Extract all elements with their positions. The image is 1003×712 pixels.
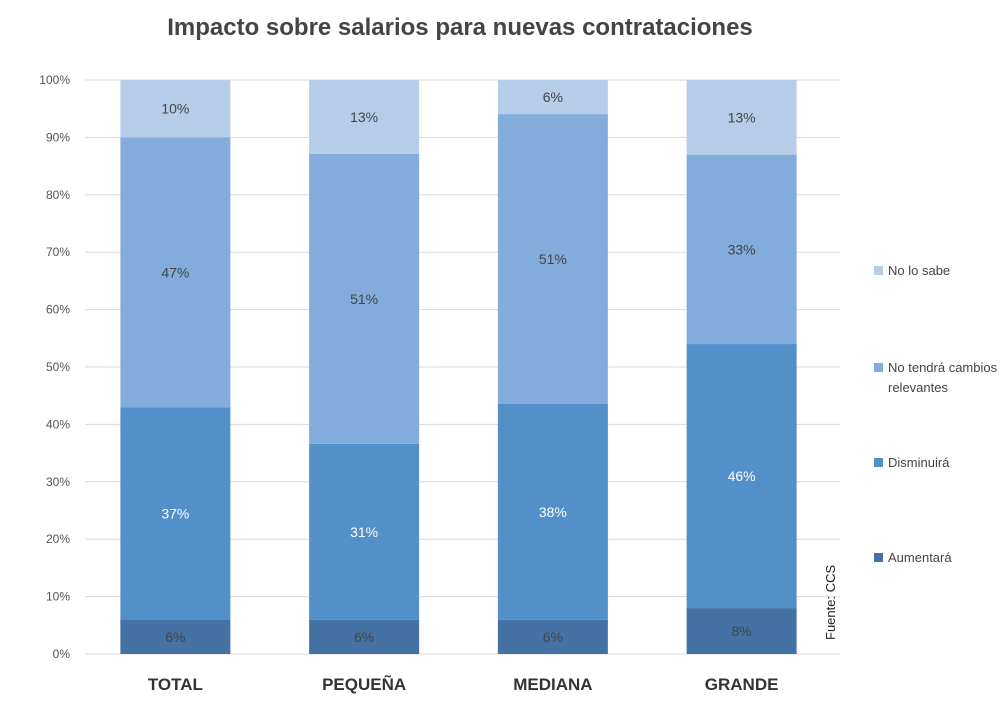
y-tick-label: 40%	[46, 417, 70, 431]
bar-segment	[686, 80, 797, 155]
bar-segment	[120, 619, 231, 654]
data-label: 6%	[165, 629, 185, 645]
bar-segment	[497, 114, 608, 404]
category-label: PEQUEÑA	[322, 674, 406, 694]
bar-segment	[497, 619, 608, 654]
data-label: 31%	[350, 524, 378, 540]
legend-label: No lo sabe	[888, 263, 950, 278]
data-label: 51%	[539, 251, 567, 267]
y-tick-label: 80%	[46, 188, 70, 202]
legend-swatch	[874, 266, 883, 275]
bar-segment	[686, 344, 797, 609]
legend-label: Disminuirá	[888, 455, 950, 470]
data-labels: 6% 37% 47% 10% 6% 31% 51% 13% 6% 38% 51% 6% 8% 46% 33%…	[161, 89, 755, 645]
legend-swatch	[874, 553, 883, 562]
data-label: 38%	[539, 504, 567, 520]
data-label: 47%	[161, 264, 189, 280]
bar-segment	[309, 153, 420, 444]
legend: No lo sabe No tendrá cambios relevantes Dis…	[874, 263, 998, 565]
bar-segment	[686, 608, 797, 654]
source-note: Fuente: CCS	[823, 565, 838, 640]
data-label: 6%	[354, 629, 374, 645]
y-tick-label: 60%	[46, 303, 70, 317]
y-tick-label: 50%	[46, 360, 70, 374]
legend-label: No tendrá cambios	[888, 360, 998, 375]
data-label: 13%	[350, 109, 378, 125]
legend-item: Aumentará	[874, 550, 952, 565]
data-label: 6%	[543, 629, 563, 645]
category-label: TOTAL	[148, 675, 203, 694]
y-tick-label: 70%	[46, 245, 70, 259]
bar-segment	[309, 619, 420, 654]
bar-segment	[497, 80, 608, 115]
bar-segment	[120, 137, 231, 408]
data-label: 37%	[161, 505, 189, 521]
legend-item: No lo sabe	[874, 263, 950, 278]
data-label: 46%	[728, 468, 756, 484]
bars	[120, 80, 797, 654]
data-label: 6%	[543, 89, 563, 105]
legend-item: No tendrá cambios relevantes	[874, 360, 998, 395]
legend-item: Disminuirá	[874, 455, 950, 470]
y-axis-ticks: 0% 10% 20% 30% 40% 50% 60% 70% 80% 90% 100%	[39, 73, 70, 661]
y-tick-label: 90%	[46, 130, 70, 144]
category-label: GRANDE	[705, 675, 779, 694]
bar-segment	[497, 403, 608, 620]
bar-segment	[120, 80, 231, 138]
data-label: 10%	[161, 101, 189, 117]
legend-swatch	[874, 458, 883, 467]
bar-segment	[309, 443, 420, 620]
chart-title: Impacto sobre salarios para nuevas contr…	[167, 14, 753, 41]
x-axis-categories: TOTAL PEQUEÑA MEDIANA GRANDE	[148, 674, 779, 694]
bar-segment	[120, 407, 231, 620]
y-tick-label: 0%	[53, 647, 71, 661]
y-tick-label: 10%	[46, 590, 70, 604]
data-label: 33%	[728, 241, 756, 257]
legend-swatch	[874, 363, 883, 372]
data-label: 51%	[350, 291, 378, 307]
data-label: 8%	[732, 623, 752, 639]
bar-segment	[309, 80, 420, 154]
legend-label: relevantes	[888, 380, 948, 395]
legend-label: Aumentará	[888, 550, 952, 565]
y-tick-label: 100%	[39, 73, 70, 87]
bar-segment	[686, 154, 797, 345]
y-tick-label: 30%	[46, 475, 70, 489]
y-tick-label: 20%	[46, 532, 70, 546]
category-label: MEDIANA	[513, 675, 592, 694]
data-label: 13%	[728, 109, 756, 125]
